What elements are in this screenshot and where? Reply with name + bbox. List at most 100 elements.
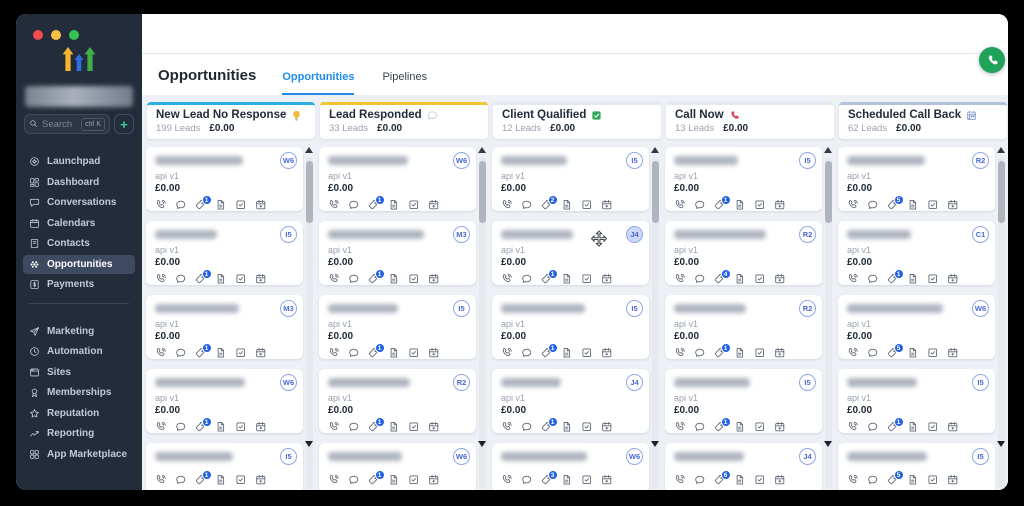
call-icon[interactable]: [847, 474, 859, 486]
tag-icon[interactable]: 5: [887, 470, 904, 486]
sidebar-item-contacts[interactable]: Contacts: [23, 234, 135, 254]
task-icon[interactable]: [581, 421, 593, 433]
sidebar-item-sites[interactable]: Sites: [23, 363, 135, 383]
tag-icon[interactable]: 1: [714, 417, 731, 433]
tab-pipelines[interactable]: Pipelines: [382, 71, 428, 83]
task-icon[interactable]: [927, 199, 939, 211]
appointment-icon[interactable]: [947, 474, 959, 486]
scroll-up-arrow[interactable]: [478, 147, 486, 153]
tag-icon[interactable]: 1: [714, 195, 731, 211]
call-icon[interactable]: [501, 474, 513, 486]
task-icon[interactable]: [754, 421, 766, 433]
message-icon[interactable]: [175, 347, 187, 359]
appointment-icon[interactable]: [774, 347, 786, 359]
appointment-icon[interactable]: [428, 347, 440, 359]
sidebar-item-reputation[interactable]: Reputation: [23, 404, 135, 424]
call-icon[interactable]: [847, 199, 859, 211]
tag-icon[interactable]: 3: [541, 470, 558, 486]
document-icon[interactable]: [388, 474, 400, 486]
tag-icon[interactable]: 1: [368, 343, 385, 359]
sidebar-item-payments[interactable]: Payments: [23, 275, 135, 295]
message-icon[interactable]: [175, 273, 187, 285]
task-icon[interactable]: [581, 273, 593, 285]
task-icon[interactable]: [581, 474, 593, 486]
appointment-icon[interactable]: [255, 474, 267, 486]
tag-icon[interactable]: 1: [887, 269, 904, 285]
message-icon[interactable]: [521, 347, 533, 359]
document-icon[interactable]: [215, 421, 227, 433]
sidebar-item-calendars[interactable]: Calendars: [23, 214, 135, 234]
message-icon[interactable]: [867, 421, 879, 433]
account-name-redacted[interactable]: [25, 86, 133, 107]
scroll-up-arrow[interactable]: [997, 147, 1005, 153]
appointment-icon[interactable]: [601, 474, 613, 486]
scroll-up-arrow[interactable]: [305, 147, 313, 153]
call-icon[interactable]: [328, 421, 340, 433]
opportunity-card[interactable]: W6 api v1 £0.00 5: [838, 295, 995, 359]
call-icon[interactable]: [501, 421, 513, 433]
appointment-icon[interactable]: [601, 199, 613, 211]
tag-icon[interactable]: 5: [887, 195, 904, 211]
appointment-icon[interactable]: [601, 421, 613, 433]
tag-icon[interactable]: 1: [541, 417, 558, 433]
task-icon[interactable]: [408, 199, 420, 211]
message-icon[interactable]: [348, 421, 360, 433]
phone-fab-button[interactable]: [979, 47, 1005, 73]
task-icon[interactable]: [754, 199, 766, 211]
scrollbar-thumb[interactable]: [306, 161, 313, 223]
message-icon[interactable]: [694, 421, 706, 433]
document-icon[interactable]: [907, 474, 919, 486]
column-scrollbar[interactable]: [479, 157, 486, 489]
opportunity-card[interactable]: R2 api v1 £0.00 1: [319, 369, 476, 433]
opportunity-card[interactable]: C1 api v1 £0.00 1: [838, 221, 995, 285]
message-icon[interactable]: [175, 199, 187, 211]
opportunity-card[interactable]: I5 api v1 £0.00 1: [665, 369, 822, 433]
call-icon[interactable]: [155, 347, 167, 359]
document-icon[interactable]: [734, 421, 746, 433]
appointment-icon[interactable]: [947, 347, 959, 359]
document-icon[interactable]: [388, 199, 400, 211]
column-header[interactable]: Client Qualified 12 Leads £0.00: [493, 102, 661, 139]
appointment-icon[interactable]: [255, 199, 267, 211]
column-header[interactable]: Lead Responded 33 Leads £0.00: [320, 102, 488, 139]
message-icon[interactable]: [521, 474, 533, 486]
scroll-up-arrow[interactable]: [824, 147, 832, 153]
document-icon[interactable]: [561, 199, 573, 211]
call-icon[interactable]: [847, 347, 859, 359]
appointment-icon[interactable]: [255, 347, 267, 359]
minimize-window-icon[interactable]: [51, 30, 61, 40]
column-header[interactable]: Scheduled Call Back 62 Leads £0.00: [839, 102, 1007, 139]
appointment-icon[interactable]: [255, 421, 267, 433]
call-icon[interactable]: [501, 273, 513, 285]
message-icon[interactable]: [694, 474, 706, 486]
call-icon[interactable]: [674, 199, 686, 211]
sidebar-item-launchpad[interactable]: Launchpad: [23, 152, 135, 172]
call-icon[interactable]: [501, 347, 513, 359]
opportunity-card[interactable]: M3 api v1 £0.00 1: [319, 221, 476, 285]
task-icon[interactable]: [581, 347, 593, 359]
appointment-icon[interactable]: [601, 273, 613, 285]
scroll-down-arrow[interactable]: [997, 441, 1005, 447]
opportunity-card[interactable]: W6 api v1 £0.00 1: [319, 443, 476, 490]
document-icon[interactable]: [734, 347, 746, 359]
document-icon[interactable]: [561, 421, 573, 433]
opportunity-card[interactable]: I5 api v1 £0.00 1: [492, 295, 649, 359]
call-icon[interactable]: [501, 199, 513, 211]
task-icon[interactable]: [927, 474, 939, 486]
appointment-icon[interactable]: [947, 199, 959, 211]
opportunity-card[interactable]: R2 api v1 £0.00 5: [838, 147, 995, 211]
scroll-up-arrow[interactable]: [651, 147, 659, 153]
tag-icon[interactable]: 4: [714, 269, 731, 285]
column-header[interactable]: New Lead No Response 199 Leads £0.00: [147, 102, 315, 139]
appointment-icon[interactable]: [947, 273, 959, 285]
opportunity-card[interactable]: I5 api v1 £0.00 1: [838, 369, 995, 433]
opportunity-card[interactable]: W6 api v1 £0.00 1: [146, 147, 303, 211]
task-icon[interactable]: [927, 273, 939, 285]
message-icon[interactable]: [348, 273, 360, 285]
task-icon[interactable]: [235, 421, 247, 433]
task-icon[interactable]: [408, 474, 420, 486]
document-icon[interactable]: [215, 347, 227, 359]
tag-icon[interactable]: 1: [195, 269, 212, 285]
message-icon[interactable]: [348, 347, 360, 359]
sidebar-item-opportunities[interactable]: Opportunities: [23, 254, 135, 274]
